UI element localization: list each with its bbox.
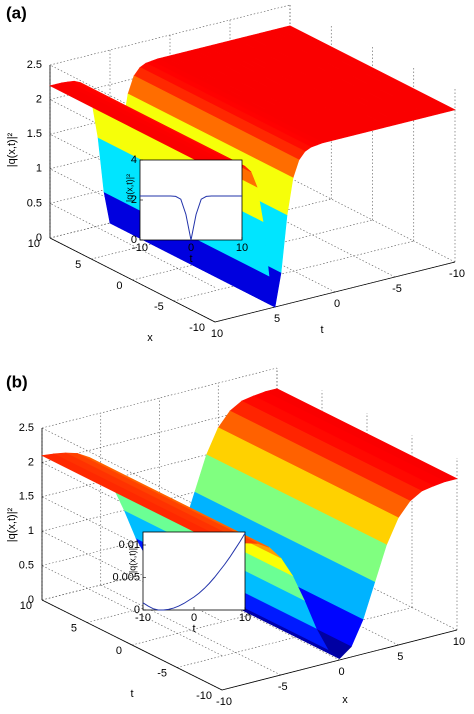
axis-line: [221, 629, 458, 691]
left-axis-tick-label: -5: [154, 301, 164, 313]
inset-line: [142, 533, 246, 611]
z-tick-label: 0: [28, 594, 34, 606]
inset-x-title: t: [189, 253, 192, 265]
inset-line: [140, 195, 242, 241]
right-axis-tick-label: 5: [274, 313, 280, 325]
inset-box: [139, 159, 243, 241]
z-tick-label: 2: [28, 456, 34, 468]
right-axis-tick-label: 10: [453, 636, 465, 648]
left-axis-tick-label: 0: [116, 645, 122, 657]
left-axis-tick-label: 10: [20, 600, 32, 612]
left-axis-tick-label: -10: [189, 322, 205, 334]
right-axis-tick-label: -5: [278, 681, 288, 693]
panel-label: (b): [6, 372, 28, 391]
z-tick-label: 0.5: [19, 560, 34, 572]
z-tick-label: 2.5: [27, 59, 42, 71]
inset-y-tick-label: 0.01: [119, 539, 140, 551]
inset-x-tick-label: 10: [236, 242, 248, 254]
left-axis-tick-label: -10: [196, 690, 212, 702]
left-axis-title: x: [147, 332, 153, 344]
right-axis-title: t: [320, 324, 323, 336]
right-axis-tick-label: -10: [216, 696, 232, 708]
z-tick-label: 2: [36, 94, 42, 106]
left-axis-tick-label: 5: [71, 622, 77, 634]
inset-y-title: |q(x,t)|²: [124, 174, 134, 202]
inset-y-tick-label: 0.005: [112, 571, 140, 583]
z-tick-label: 0.5: [27, 197, 42, 209]
z-tick-label: 2.5: [19, 422, 34, 434]
right-axis-tick-label: -5: [392, 283, 402, 295]
right-axis-tick-label: -10: [449, 268, 465, 280]
z-tick-label: 1.5: [19, 491, 34, 503]
right-axis-tick-label: 0: [338, 666, 344, 678]
inset-x-tick-label: 0: [191, 612, 197, 624]
z-tick-label: 0: [36, 232, 42, 244]
right-axis-tick-label: 5: [397, 651, 403, 663]
inset-box: [142, 531, 246, 611]
inset-y-tick-label: 2: [131, 194, 137, 206]
right-axis-title: x: [342, 694, 348, 706]
axis-line: [214, 261, 456, 323]
z-tick-label: 1.5: [27, 128, 42, 140]
inset-x-title: t: [192, 623, 195, 635]
grid-line: [49, 64, 216, 150]
left-axis-tick-label: 5: [75, 259, 81, 271]
left-axis-tick-label: 0: [116, 280, 122, 292]
z-axis-title: |q(x,t)|²: [6, 507, 18, 542]
panel-label: (a): [6, 3, 27, 22]
grid-line: [49, 99, 216, 184]
inset-x-tick-label: -10: [132, 242, 148, 254]
grid-line: [49, 168, 216, 254]
right-axis-tick-label: 10: [211, 328, 223, 340]
inset-x-tick-label: -10: [135, 612, 151, 624]
inset-y-tick-label: 4: [131, 154, 137, 166]
right-axis-tick-label: 0: [334, 298, 340, 310]
left-axis-tick-label: -5: [157, 667, 167, 679]
z-tick-label: 1: [36, 163, 42, 175]
inset-x-tick-label: 0: [188, 242, 194, 254]
z-axis-title: |q(x,t)|²: [6, 132, 18, 167]
inset-y-tick-label: 0: [131, 234, 137, 246]
grid-line: [289, 177, 456, 263]
axis-line: [41, 599, 223, 691]
left-axis-title: t: [130, 688, 133, 700]
axis-line: [49, 237, 216, 323]
inset-y-title: |q(x,t)|²: [127, 545, 137, 573]
grid-line: [49, 203, 216, 288]
grid-line: [49, 133, 216, 219]
left-axis-tick-label: 10: [28, 238, 40, 250]
inset-x-tick-label: 10: [239, 612, 251, 624]
z-tick-label: 1: [28, 525, 34, 537]
inset-y-tick-label: 0: [134, 604, 140, 616]
